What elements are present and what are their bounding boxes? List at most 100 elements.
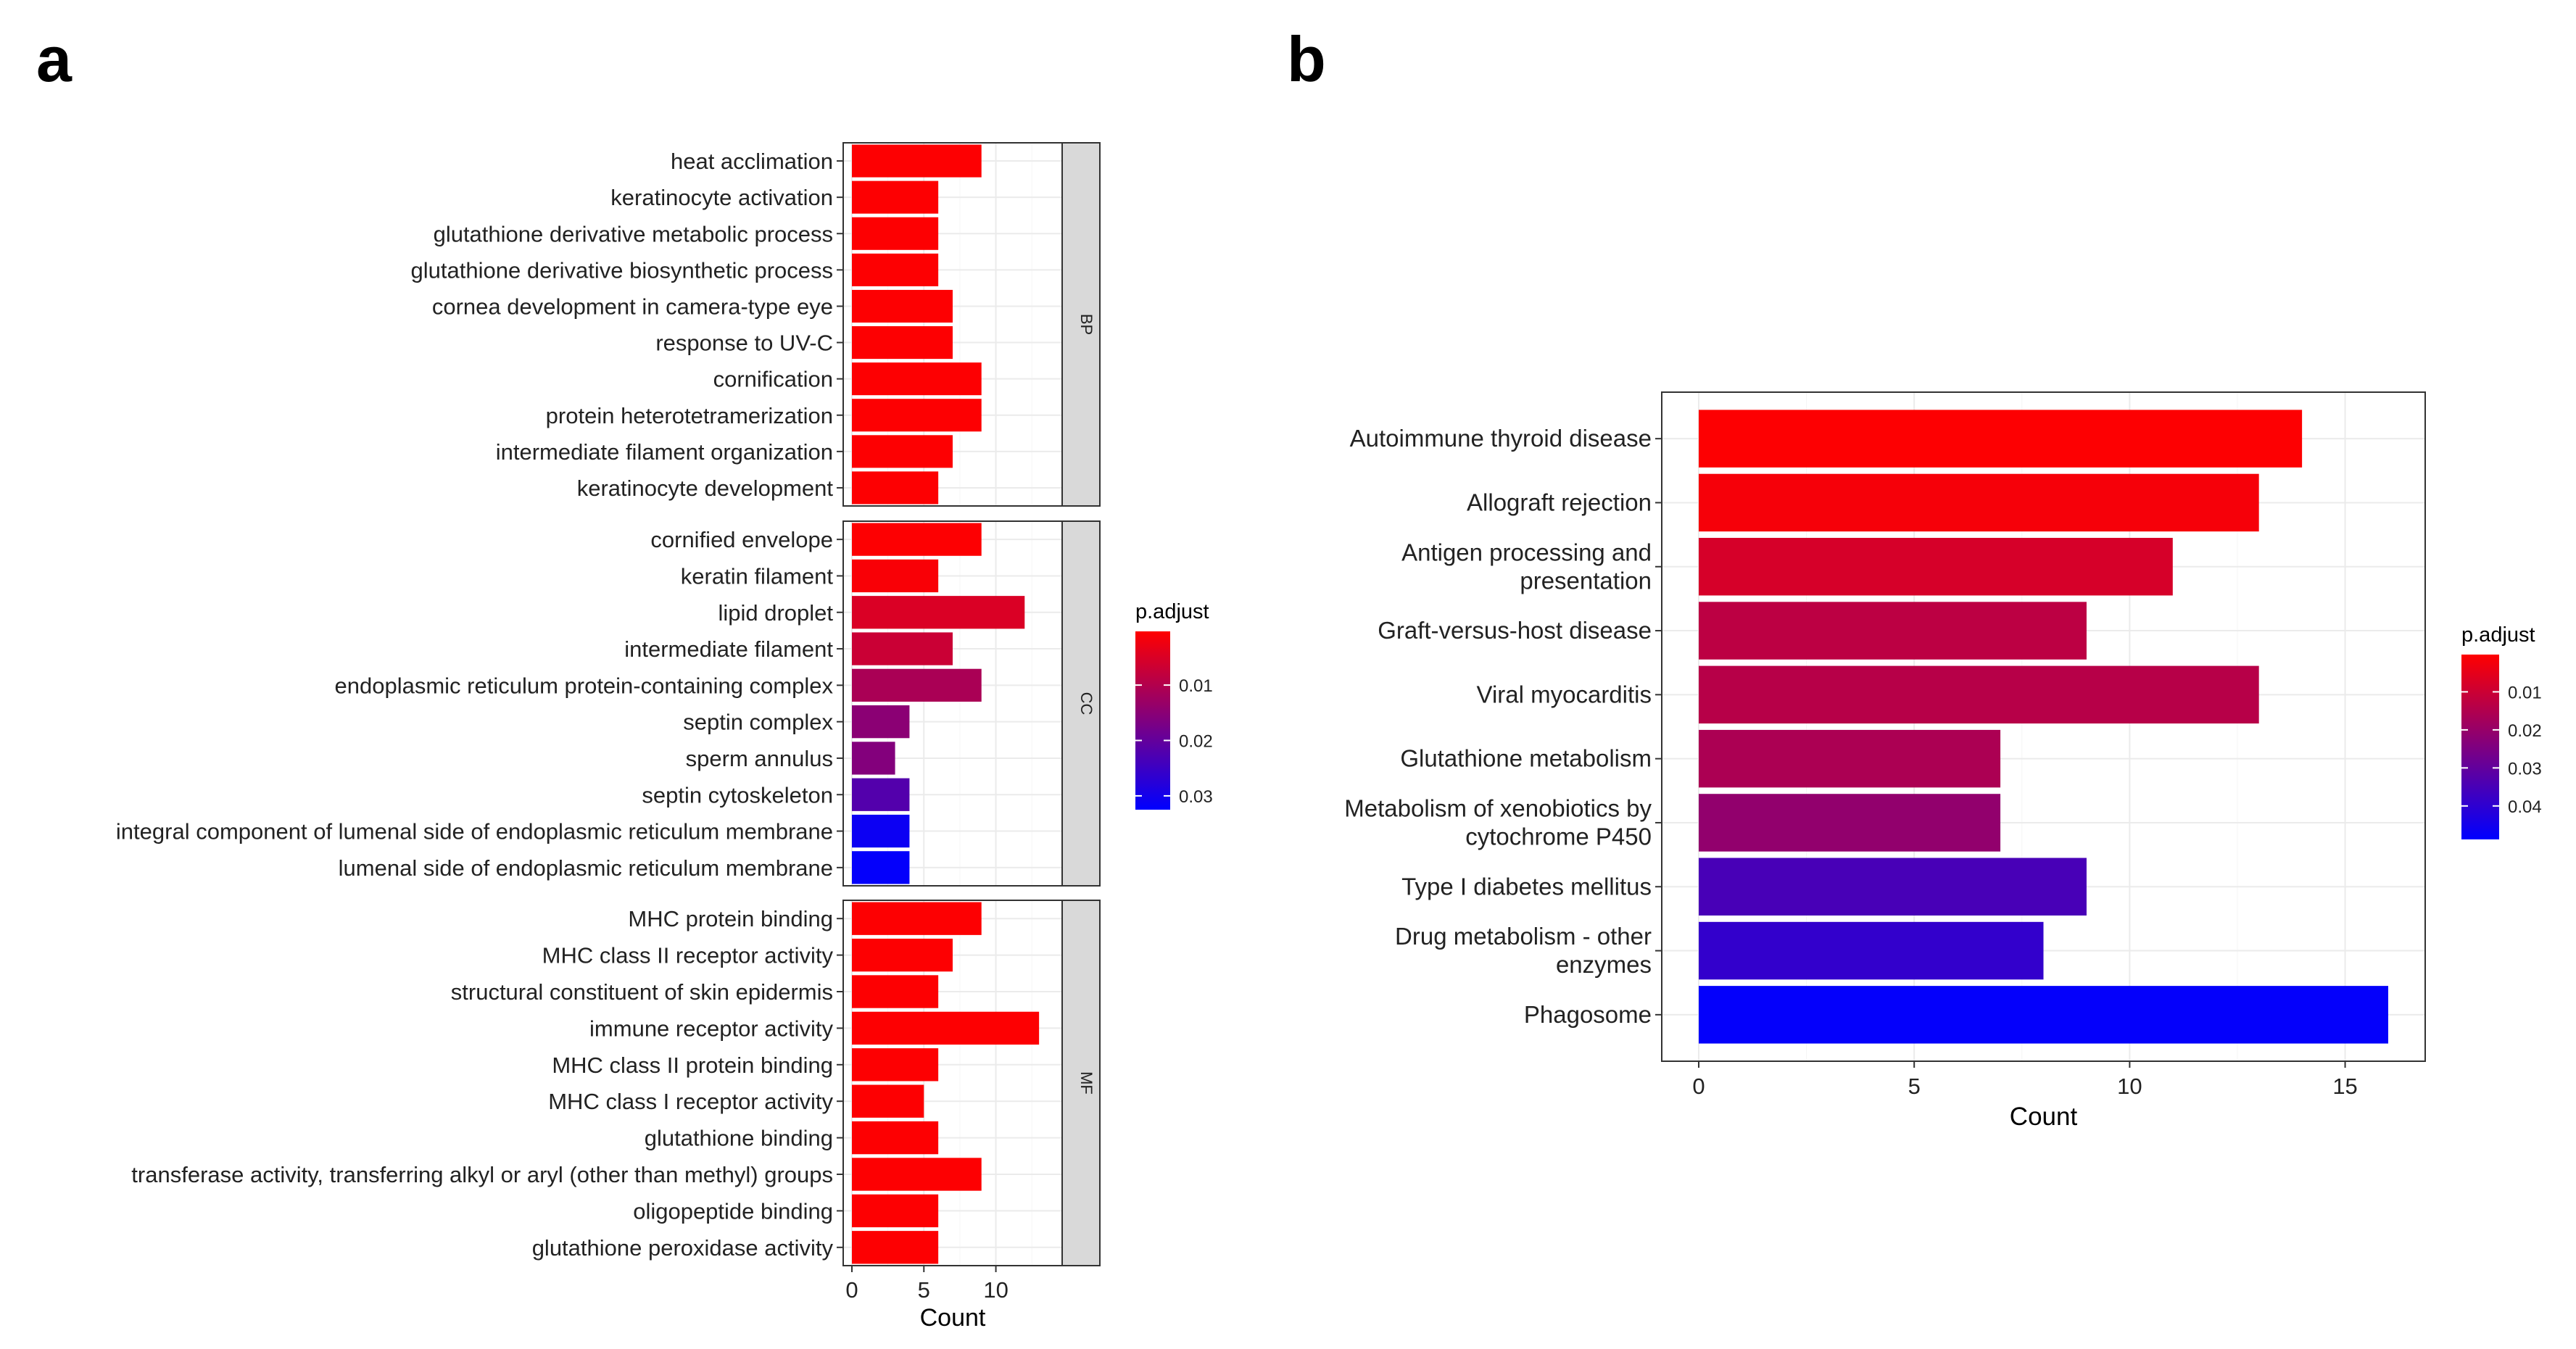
bar-0	[1699, 410, 2303, 468]
bar-bp-5	[852, 326, 953, 360]
x-tick-label: 0	[1692, 1074, 1705, 1099]
bar-cc-1	[852, 559, 939, 593]
x-tick-label: 5	[1908, 1074, 1921, 1099]
y-tick-label: endoplasmic reticulum protein-containing…	[334, 673, 833, 698]
y-tick-label: Allograft rejection	[1467, 489, 1652, 515]
y-tick-label: sperm annulus	[686, 746, 833, 771]
bar-3	[1699, 602, 2087, 660]
bar-mf-8	[852, 1194, 939, 1228]
bar-bp-6	[852, 362, 982, 396]
panel-a-legend-tick-label: 0.02	[1179, 732, 1213, 752]
bar-4	[1699, 665, 2259, 724]
y-tick-label: Viral myocarditis	[1477, 681, 1652, 707]
y-tick-label: septin complex	[683, 710, 833, 735]
y-tick-label: integral component of lumenal side of en…	[116, 819, 833, 844]
bar-cc-3	[852, 632, 953, 665]
bar-bp-0	[852, 144, 982, 178]
y-tick-label: transferase activity, transferring alkyl…	[131, 1162, 833, 1187]
bar-cc-9	[852, 851, 910, 884]
facet-strip	[1061, 142, 1101, 507]
panel-b-legend-title: p.adjust	[2461, 623, 2535, 647]
y-tick-label: cytochrome P450	[1465, 823, 1652, 850]
y-tick-label: heat acclimation	[671, 149, 833, 174]
y-tick-label: Antigen processing and	[1401, 539, 1652, 565]
y-tick-label: glutathione binding	[645, 1126, 833, 1151]
facet-strip	[1061, 900, 1101, 1266]
y-tick-label: response to UV-C	[655, 331, 833, 356]
bar-bp-9	[852, 471, 939, 505]
y-tick-label: Phagosome	[1524, 1001, 1652, 1028]
y-tick-label: glutathione peroxidase activity	[532, 1235, 834, 1261]
x-axis-title: Count	[2010, 1103, 2078, 1131]
y-tick-label: Graft-versus-host disease	[1378, 617, 1652, 644]
bar-bp-7	[852, 399, 982, 432]
bar-5	[1699, 729, 2001, 788]
facet-strip-label: MF	[1077, 1071, 1096, 1095]
bar-mf-0	[852, 902, 982, 935]
x-tick-label: 5	[918, 1277, 930, 1303]
bar-9	[1699, 986, 2388, 1044]
x-tick-label: 15	[2332, 1074, 2357, 1099]
panel-a-legend-title: p.adjust	[1135, 600, 1209, 623]
bar-cc-4	[852, 668, 982, 702]
bar-mf-3	[852, 1011, 1040, 1045]
bar-cc-6	[852, 742, 895, 775]
bar-8	[1699, 921, 2044, 980]
bar-cc-2	[852, 596, 1025, 629]
y-tick-label: cornification	[713, 367, 833, 392]
bar-cc-7	[852, 778, 910, 811]
bar-1	[1699, 473, 2259, 532]
bar-bp-1	[852, 180, 939, 214]
panel-b-legend-tick-label: 0.01	[2508, 683, 2542, 702]
y-tick-label: lumenal side of endoplasmic reticulum me…	[339, 855, 833, 881]
y-tick-label: keratin filament	[681, 563, 834, 589]
y-tick-label: glutathione derivative biosynthetic proc…	[411, 257, 833, 283]
bar-mf-7	[852, 1158, 982, 1191]
bar-6	[1699, 794, 2001, 852]
y-tick-label: immune receptor activity	[589, 1016, 833, 1041]
facet-strip	[1061, 520, 1101, 887]
facet-strip-label: CC	[1077, 692, 1096, 715]
facet-cc: cornified envelope keratin filament lipid …	[116, 520, 1101, 887]
bar-mf-9	[852, 1231, 939, 1264]
panel-b-legend-colorbar	[2461, 655, 2499, 839]
panel-a-letter: a	[36, 23, 73, 95]
y-tick-label: oligopeptide binding	[633, 1198, 833, 1224]
panel-b-legend-tick-label: 0.02	[2508, 721, 2542, 741]
y-tick-label: MHC class I receptor activity	[548, 1089, 833, 1114]
panel-a-legend-tick-label: 0.03	[1179, 787, 1213, 807]
y-tick-label: Metabolism of xenobiotics by	[1344, 794, 1652, 821]
bar-mf-1	[852, 938, 953, 972]
bar-2	[1699, 538, 2173, 596]
y-tick-label: septin cytoskeleton	[642, 782, 833, 808]
bar-mf-2	[852, 975, 939, 1008]
bar-mf-6	[852, 1121, 939, 1155]
panel-a-legend-tick-label: 0.01	[1179, 676, 1213, 696]
y-tick-label: lipid droplet	[718, 600, 833, 626]
y-tick-label: glutathione derivative metabolic process	[434, 221, 833, 246]
panel-a-go-chart: heat acclimation keratinocyte activation g…	[116, 142, 1213, 1332]
bar-mf-4	[852, 1048, 939, 1082]
x-tick-label: 10	[2117, 1074, 2142, 1099]
bar-bp-2	[852, 217, 939, 250]
facet-bp: heat acclimation keratinocyte activation g…	[411, 142, 1101, 507]
bar-7	[1699, 858, 2087, 916]
y-tick-label: Drug metabolism - other	[1395, 923, 1652, 950]
panel-b-legend-tick-label: 0.03	[2508, 759, 2542, 779]
x-axis-title: Count	[920, 1304, 986, 1332]
bar-cc-0	[852, 523, 982, 556]
y-tick-label: Autoimmune thyroid disease	[1350, 425, 1652, 452]
y-tick-label: Type I diabetes mellitus	[1401, 873, 1652, 900]
plot-border	[1661, 391, 2426, 1062]
y-tick-label: cornified envelope	[650, 527, 833, 552]
y-tick-label: keratinocyte activation	[610, 185, 833, 210]
panel-b-kegg-chart: Autoimmune thyroid disease Allograft reje…	[1344, 391, 2542, 1131]
y-tick-label: MHC class II protein binding	[552, 1053, 833, 1078]
panel-b-legend-tick-label: 0.04	[2508, 797, 2542, 817]
x-tick-label: 10	[983, 1277, 1008, 1303]
bar-bp-4	[852, 289, 953, 323]
y-tick-label: protein heterotetramerization	[546, 403, 833, 428]
facet-mf: MHC protein binding MHC class II receptor…	[131, 900, 1101, 1266]
y-tick-label: enzymes	[1556, 951, 1652, 978]
